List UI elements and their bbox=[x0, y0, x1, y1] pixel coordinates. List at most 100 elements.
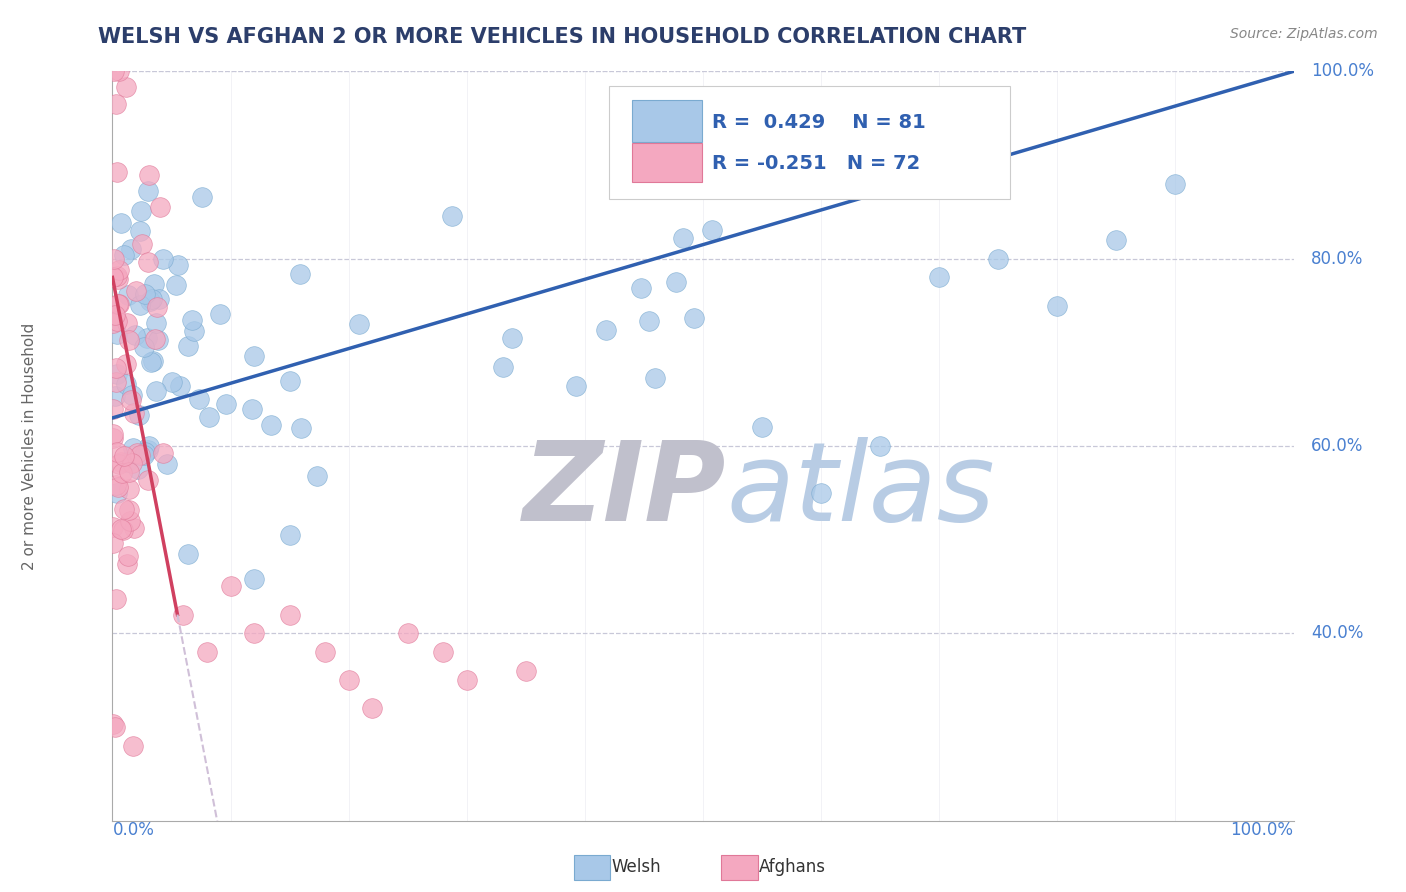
Point bbox=[101, 536, 124, 550]
Point bbox=[136, 184, 159, 198]
Point bbox=[112, 248, 135, 262]
Point bbox=[156, 457, 179, 471]
Point bbox=[120, 514, 142, 528]
Point bbox=[278, 528, 301, 542]
Point bbox=[107, 272, 129, 286]
Point bbox=[169, 378, 191, 392]
Point bbox=[148, 293, 170, 307]
Point bbox=[117, 482, 139, 496]
Point bbox=[136, 254, 159, 268]
Point bbox=[105, 164, 128, 178]
Text: 60.0%: 60.0% bbox=[1312, 437, 1364, 455]
Point bbox=[103, 720, 125, 734]
Point bbox=[219, 580, 242, 594]
Point bbox=[134, 444, 156, 458]
Point bbox=[259, 417, 281, 432]
Point bbox=[129, 448, 152, 462]
Point bbox=[120, 392, 142, 407]
FancyBboxPatch shape bbox=[609, 87, 1010, 199]
Text: 100.0%: 100.0% bbox=[1312, 62, 1374, 80]
Point bbox=[305, 469, 328, 483]
Point bbox=[630, 280, 652, 294]
Point bbox=[129, 204, 152, 219]
Point bbox=[240, 401, 263, 416]
Point bbox=[456, 673, 478, 688]
Point bbox=[112, 502, 135, 516]
Point bbox=[128, 408, 150, 422]
Point bbox=[700, 223, 723, 237]
Point bbox=[114, 357, 136, 371]
Point bbox=[145, 316, 167, 330]
Point bbox=[135, 331, 157, 345]
Point bbox=[104, 478, 127, 492]
Point bbox=[152, 252, 174, 266]
Point bbox=[107, 64, 129, 78]
Text: 2 or more Vehicles in Household: 2 or more Vehicles in Household bbox=[22, 322, 38, 570]
Point bbox=[243, 349, 266, 363]
Point bbox=[987, 252, 1010, 266]
Point bbox=[638, 313, 661, 327]
Point bbox=[128, 298, 150, 312]
Point bbox=[432, 645, 454, 659]
Point bbox=[751, 420, 773, 434]
Point bbox=[105, 327, 128, 342]
Point bbox=[105, 269, 128, 284]
Point bbox=[197, 409, 219, 424]
Point bbox=[111, 466, 134, 480]
Point bbox=[105, 367, 128, 381]
Text: 80.0%: 80.0% bbox=[1312, 250, 1364, 268]
Point bbox=[501, 331, 523, 345]
Point bbox=[108, 457, 131, 471]
Point bbox=[208, 307, 231, 321]
Point bbox=[121, 441, 143, 455]
Point bbox=[682, 310, 704, 325]
Point bbox=[105, 361, 128, 376]
Point bbox=[101, 427, 124, 442]
Point bbox=[115, 316, 138, 330]
Point bbox=[515, 664, 537, 678]
Point bbox=[149, 200, 172, 214]
Point bbox=[145, 300, 167, 314]
Point bbox=[143, 332, 166, 346]
Point bbox=[108, 263, 131, 277]
Text: R = -0.251   N = 72: R = -0.251 N = 72 bbox=[713, 154, 921, 173]
Point bbox=[105, 375, 128, 389]
Point bbox=[114, 80, 136, 95]
Point bbox=[139, 355, 162, 369]
Point bbox=[122, 406, 145, 420]
Point bbox=[672, 231, 695, 245]
Point bbox=[177, 339, 200, 353]
Point bbox=[142, 277, 165, 292]
Point bbox=[115, 376, 138, 391]
Point bbox=[107, 480, 129, 494]
Text: Afghans: Afghans bbox=[759, 858, 827, 877]
Point bbox=[138, 439, 160, 453]
Point bbox=[361, 701, 384, 715]
Text: WELSH VS AFGHAN 2 OR MORE VEHICLES IN HOUSEHOLD CORRELATION CHART: WELSH VS AFGHAN 2 OR MORE VEHICLES IN HO… bbox=[98, 27, 1026, 46]
Point bbox=[117, 288, 139, 302]
Point bbox=[134, 286, 156, 301]
Point bbox=[101, 401, 124, 416]
Point bbox=[124, 328, 146, 343]
Point bbox=[165, 278, 187, 293]
Point bbox=[243, 626, 266, 640]
Point bbox=[1046, 299, 1069, 313]
Point bbox=[595, 323, 617, 337]
Point bbox=[183, 324, 205, 338]
Point bbox=[122, 739, 145, 753]
Point bbox=[160, 375, 183, 389]
Point bbox=[103, 316, 125, 330]
Point bbox=[737, 145, 759, 160]
Point bbox=[127, 445, 149, 459]
Point bbox=[138, 294, 160, 309]
Point bbox=[111, 523, 134, 537]
Point bbox=[121, 456, 143, 470]
Point bbox=[172, 607, 194, 622]
FancyBboxPatch shape bbox=[633, 100, 702, 142]
Point bbox=[103, 252, 125, 266]
Text: R =  0.429    N = 81: R = 0.429 N = 81 bbox=[713, 112, 927, 132]
Point bbox=[142, 353, 165, 368]
Point bbox=[110, 454, 132, 468]
Point bbox=[181, 313, 204, 327]
Point bbox=[152, 446, 174, 460]
